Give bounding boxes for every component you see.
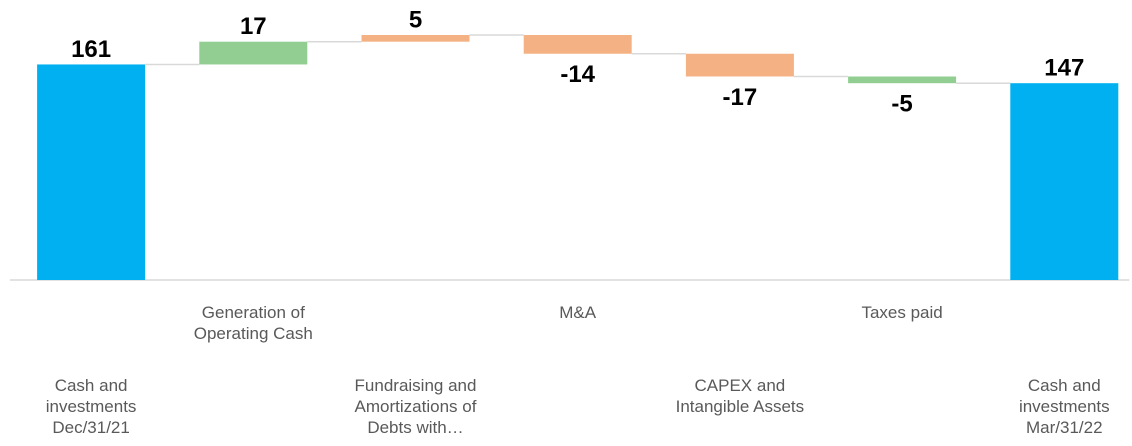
bar (199, 41, 308, 65)
x-tick-label: Taxes paid (861, 303, 943, 322)
data-label: 5 (409, 6, 422, 33)
data-label: -17 (723, 84, 758, 111)
data-label: -5 (891, 91, 912, 118)
bar (37, 64, 146, 280)
bar (361, 35, 470, 42)
x-tick-label: Cash and investments Mar/31/22 (1018, 376, 1110, 437)
data-label: -14 (560, 61, 595, 88)
data-label: 161 (71, 36, 111, 63)
data-label: 147 (1044, 55, 1084, 82)
x-tick-label: Cash and investments Dec/31/21 (45, 376, 137, 437)
data-label: 17 (240, 13, 267, 40)
x-tick-label: Generation of Operating Cash (193, 303, 313, 343)
x-tick-label: CAPEX and Intangible Assets (675, 376, 805, 416)
bar (848, 76, 957, 84)
bar (523, 35, 632, 54)
bar (685, 53, 794, 77)
x-tick-label: Fundraising and Amortizations of Debts w… (354, 376, 477, 437)
bar (1010, 83, 1119, 281)
x-tick-label: M&A (559, 303, 597, 322)
